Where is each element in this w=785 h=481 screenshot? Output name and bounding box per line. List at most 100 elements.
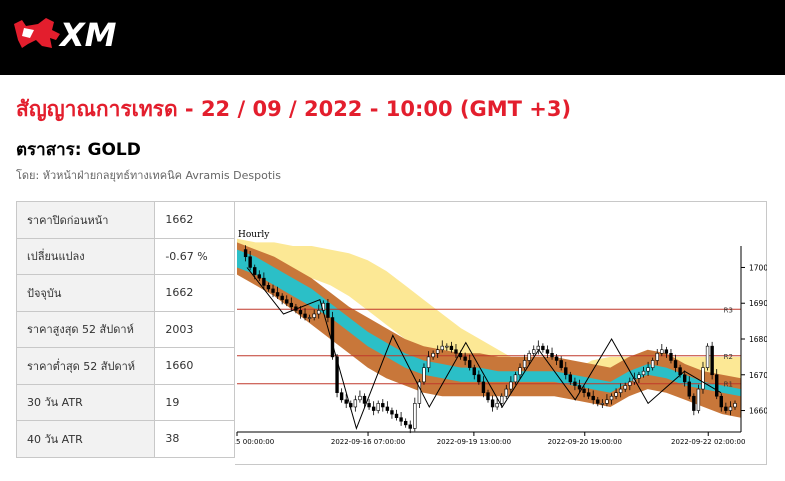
stats-value: 1662 xyxy=(154,274,235,312)
candle-body xyxy=(564,367,568,376)
y-tick-label: 1680 xyxy=(749,335,767,344)
candle-body xyxy=(403,420,408,426)
stats-row: 40 วัน ATR 38 xyxy=(15,420,235,458)
stats-value: -0.67 % xyxy=(154,237,235,275)
candle-body xyxy=(641,370,646,376)
candle-body xyxy=(285,299,289,304)
candle-body xyxy=(376,403,380,411)
yellow-band xyxy=(237,238,741,393)
candle-body xyxy=(280,295,284,300)
candle-body xyxy=(362,395,367,404)
candle-body xyxy=(353,399,358,408)
stats-table: ราคาปิดก่อนหน้า 1662 เปลี่ยนแปลง -0.67 % ปัจ… xyxy=(15,201,235,458)
x-tick-label: 2022-09-15 00:00:00 xyxy=(235,438,274,446)
candle-body xyxy=(307,317,312,319)
candle-body xyxy=(682,374,687,383)
zigzag-line xyxy=(246,267,722,430)
candle-body xyxy=(381,403,385,408)
candle-body xyxy=(637,374,641,379)
candle-body xyxy=(724,406,728,411)
level-label-r1: R1 xyxy=(724,381,733,389)
candle-body xyxy=(527,353,531,361)
candle-body xyxy=(243,249,248,258)
candle-body xyxy=(339,392,344,401)
stats-row: ราคาสูงสุด 52 สัปดาห์ 2003 xyxy=(15,310,235,348)
candle-body xyxy=(449,345,454,351)
y-tick-label: 1690 xyxy=(749,299,767,308)
xm-logo-icon[interactable]: XM xyxy=(12,14,132,52)
candle-body xyxy=(335,356,339,393)
stats-label: ราคาปิดก่อนหน้า xyxy=(15,201,156,239)
candle-body xyxy=(468,360,472,368)
price-chart: Hourly R3 R2 R1 1660 1670 1680 1690 1700 2022-09-… xyxy=(235,230,767,446)
candle-body xyxy=(591,395,595,401)
candle-body xyxy=(298,310,303,315)
candle-body xyxy=(664,349,669,354)
candle-body xyxy=(262,277,266,286)
x-tick-label: 2022-09-22 02:00:00 xyxy=(671,438,745,446)
candle-body xyxy=(504,388,508,397)
candle-body xyxy=(536,345,541,351)
candle-body xyxy=(728,406,733,411)
top-bar: XM xyxy=(0,0,785,75)
candle-body xyxy=(692,395,696,411)
candle-body xyxy=(559,360,563,368)
candle-body xyxy=(532,349,536,354)
candle-body xyxy=(257,274,261,279)
candle-body xyxy=(344,399,348,404)
candle-body xyxy=(554,356,559,361)
candle-body xyxy=(733,403,737,408)
x-tick-label: 2022-09-20 19:00:00 xyxy=(548,438,622,446)
timeframe-label: Hourly xyxy=(238,230,270,240)
candle-body xyxy=(445,345,449,348)
stats-row: ราคาปิดก่อนหน้า 1662 xyxy=(15,201,235,239)
x-tick-label: 2022-09-19 13:00:00 xyxy=(437,438,511,446)
stats-value: 1660 xyxy=(154,347,235,385)
stats-value: 38 xyxy=(154,420,235,458)
candle-body xyxy=(618,388,623,393)
candle-body xyxy=(513,374,518,383)
candle-body xyxy=(628,381,632,386)
candle-body xyxy=(486,392,490,401)
candle-body xyxy=(582,388,586,393)
candle-body xyxy=(586,392,591,397)
stats-label: เปลี่ยนแปลง xyxy=(15,237,156,275)
x-tick-label: 2022-09-16 07:00:00 xyxy=(331,438,405,446)
candle-body xyxy=(271,288,275,293)
candle-body xyxy=(431,353,435,358)
candle-body xyxy=(719,395,723,408)
candle-body xyxy=(330,317,335,358)
candle-body xyxy=(490,399,495,408)
candle-body xyxy=(390,410,394,415)
candle-body xyxy=(440,345,444,351)
candle-body xyxy=(422,367,426,383)
candle-body xyxy=(477,374,481,383)
y-tick-label: 1660 xyxy=(749,407,767,416)
candle-body xyxy=(266,285,271,290)
candle-body xyxy=(609,395,614,401)
candle-body xyxy=(417,381,422,404)
candle-body xyxy=(289,302,294,308)
candle-body xyxy=(710,345,714,376)
candle-body xyxy=(317,310,321,315)
candle-body xyxy=(650,360,655,368)
instrument-heading: ตราสาร: GOLD xyxy=(16,140,141,160)
stats-label: ราคาต่ำสุด 52 สัปดาห์ xyxy=(15,347,156,385)
candle-body xyxy=(687,381,691,397)
chart-panel: Hourly R3 R2 R1 1660 1670 1680 1690 1700 2022-09-… xyxy=(235,201,767,465)
candle-body xyxy=(518,367,522,376)
candle-body xyxy=(605,399,609,404)
level-label-r3: R3 xyxy=(724,306,733,314)
candle-body xyxy=(568,374,573,383)
candle-body xyxy=(623,385,627,390)
candle-body xyxy=(541,345,545,351)
page-title: สัญญาณการเทรด - 22 / 09 / 2022 - 10:00 (… xyxy=(16,97,572,121)
stats-row: เปลี่ยนแปลง -0.67 % xyxy=(15,237,235,275)
level-label-r2: R2 xyxy=(724,353,733,361)
candle-body xyxy=(413,403,417,429)
cyan-band xyxy=(237,249,741,397)
y-tick-label: 1700 xyxy=(749,263,767,272)
candle-body xyxy=(655,353,659,361)
candle-body xyxy=(614,392,618,397)
candle-body xyxy=(367,403,371,408)
